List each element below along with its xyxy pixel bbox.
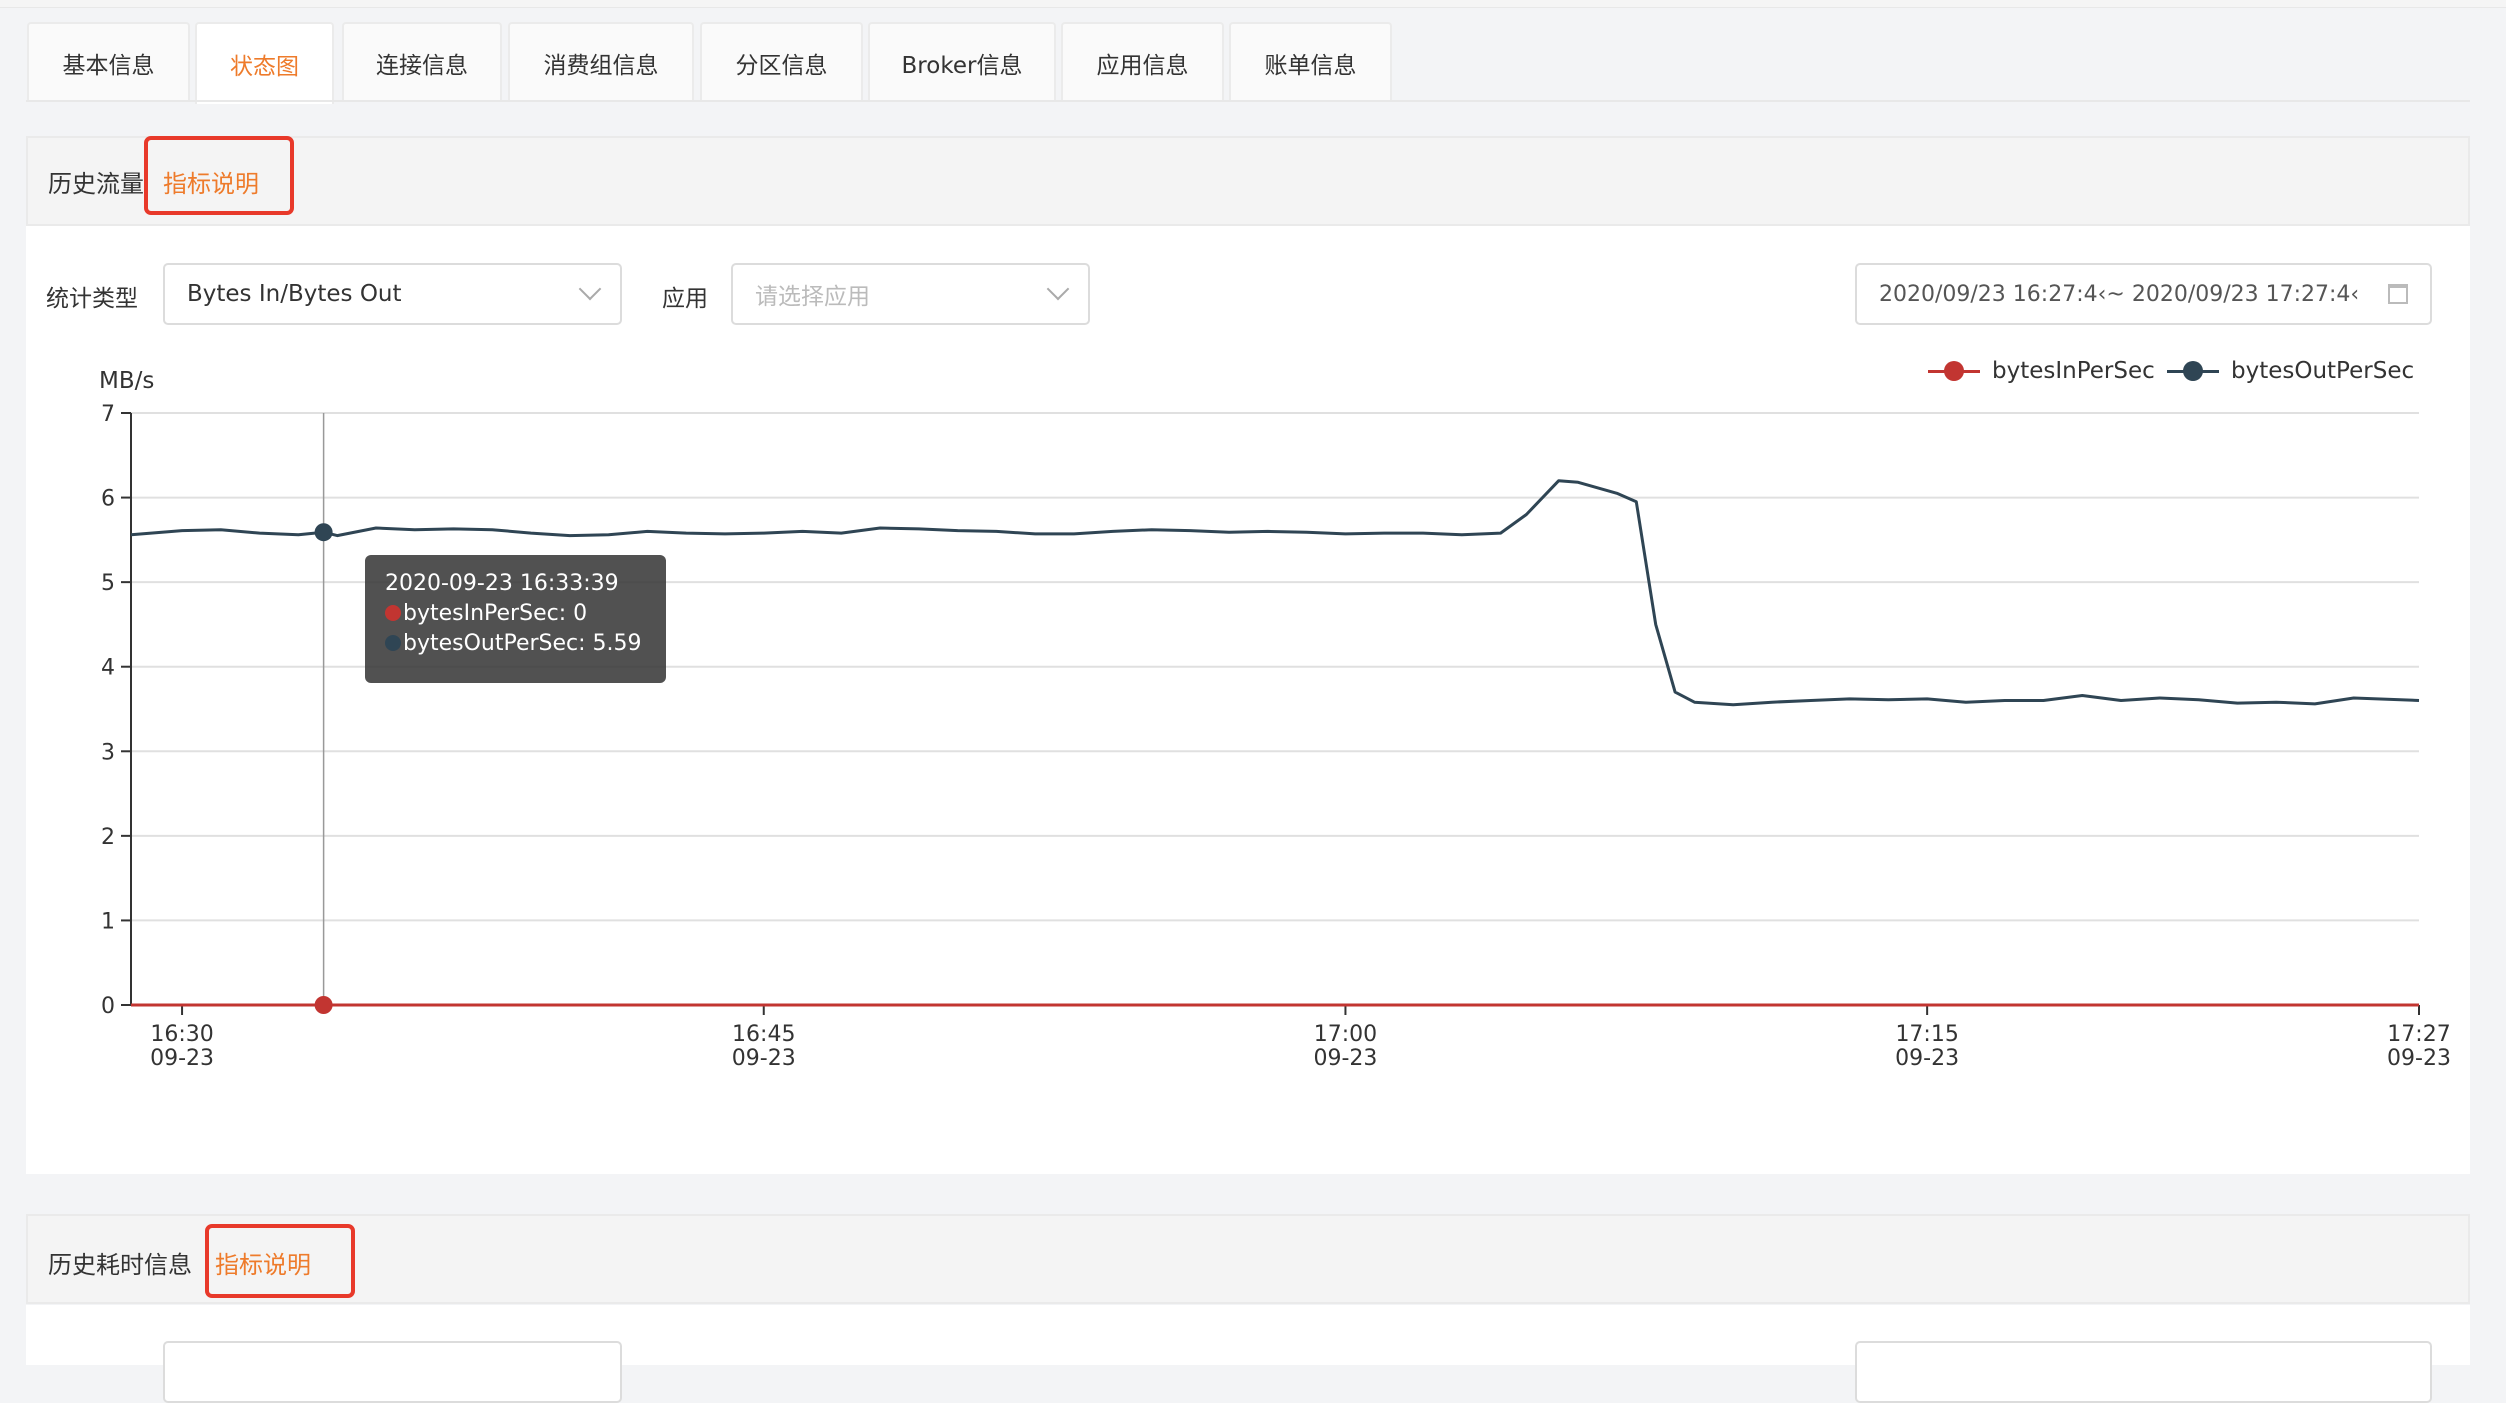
highlight-box: [144, 136, 294, 215]
top-bar: [0, 0, 2506, 8]
legend-label: bytesInPerSec: [1992, 358, 2155, 384]
date-range-value: 2020/09/23 16:27:4‹~ 2020/09/23 17:27:4‹: [1879, 281, 2360, 307]
x-tick-label: 16:45: [732, 1022, 795, 1047]
traffic-panel-body: [26, 226, 2470, 1174]
x-tick-label: 09-23: [1895, 1046, 1959, 1071]
x-tick-label: 17:27: [2387, 1022, 2450, 1047]
tooltip-bytes-in: bytesInPerSec: 0: [403, 601, 588, 626]
y-tick-label: 7: [101, 402, 115, 427]
y-tick-label: 6: [101, 487, 115, 512]
app-select[interactable]: 请选择应用: [731, 263, 1090, 325]
x-tick-label: 09-23: [150, 1046, 214, 1071]
tab-5[interactable]: Broker信息: [868, 22, 1056, 102]
tab-divider: [26, 100, 2470, 102]
y-tick-label: 1: [101, 909, 115, 934]
panel-title: 历史耗时信息: [48, 1251, 192, 1279]
tab-4[interactable]: 分区信息: [700, 22, 863, 102]
metric-help-link[interactable]: 指标说明: [163, 170, 259, 198]
legend-bytes-out[interactable]: bytesOutPerSec: [2167, 358, 2414, 384]
tab-6[interactable]: 应用信息: [1061, 22, 1224, 102]
series-line-bytesOutPerSec: [130, 479, 2420, 707]
date-range-picker[interactable]: 2020/09/23 16:27:4‹~ 2020/09/23 17:27:4‹: [1855, 263, 2432, 325]
app-placeholder: 请选择应用: [755, 284, 870, 310]
x-tick-label: 09-23: [1313, 1046, 1377, 1071]
traffic-chart: 01234567MB/s16:3009-2316:4509-2317:0009-…: [99, 368, 2451, 1071]
y-tick-label: 2: [101, 825, 115, 850]
metric-help-link[interactable]: 指标说明: [215, 1251, 311, 1279]
tooltip-bytes-out: bytesOutPerSec: 5.59: [403, 631, 642, 656]
bytes-out-dot-icon: [385, 635, 401, 651]
legend-label: bytesOutPerSec: [2231, 358, 2415, 384]
highlight-box: [205, 1224, 355, 1298]
tab-1[interactable]: 状态图: [195, 22, 334, 104]
traffic-panel-header: [26, 136, 2470, 226]
tab-3[interactable]: 消费组信息: [508, 22, 694, 102]
stat-type-select[interactable]: Bytes In/Bytes Out: [163, 263, 622, 325]
tooltip-time: 2020-09-23 16:33:39: [385, 571, 619, 596]
x-tick-label: 09-23: [2387, 1046, 2451, 1071]
tab-7[interactable]: 账单信息: [1229, 22, 1392, 102]
x-tick-label: 09-23: [732, 1046, 796, 1071]
tab-0[interactable]: 基本信息: [27, 22, 190, 102]
panel-title: 历史流量: [48, 170, 144, 198]
legend-bytes-in[interactable]: bytesInPerSec: [1928, 358, 2155, 384]
y-tick-label: 5: [101, 571, 115, 596]
y-axis-label: MB/s: [99, 368, 154, 394]
x-tick-label: 16:30: [150, 1022, 213, 1047]
latency-panel-header: [26, 1214, 2470, 1304]
stat-type-label: 统计类型: [46, 286, 138, 312]
bytes-in-dot-icon: [385, 605, 401, 621]
tab-2[interactable]: 连接信息: [342, 22, 502, 102]
x-tick-label: 17:15: [1895, 1022, 1958, 1047]
stat-type-select[interactable]: [163, 1341, 622, 1403]
chart-tooltip: 2020-09-23 16:33:39 bytesInPerSec: 0 byt…: [365, 555, 666, 683]
y-tick-label: 0: [101, 994, 115, 1019]
y-tick-label: 4: [101, 656, 115, 681]
x-tick-label: 17:00: [1314, 1022, 1377, 1047]
app-label: 应用: [662, 286, 708, 312]
stat-type-value: Bytes In/Bytes Out: [187, 281, 402, 307]
highlight-point-bytesOutPerSec: [314, 523, 333, 542]
calendar-icon: [2388, 284, 2408, 304]
date-range-picker[interactable]: [1855, 1341, 2432, 1403]
y-tick-label: 3: [101, 740, 115, 765]
